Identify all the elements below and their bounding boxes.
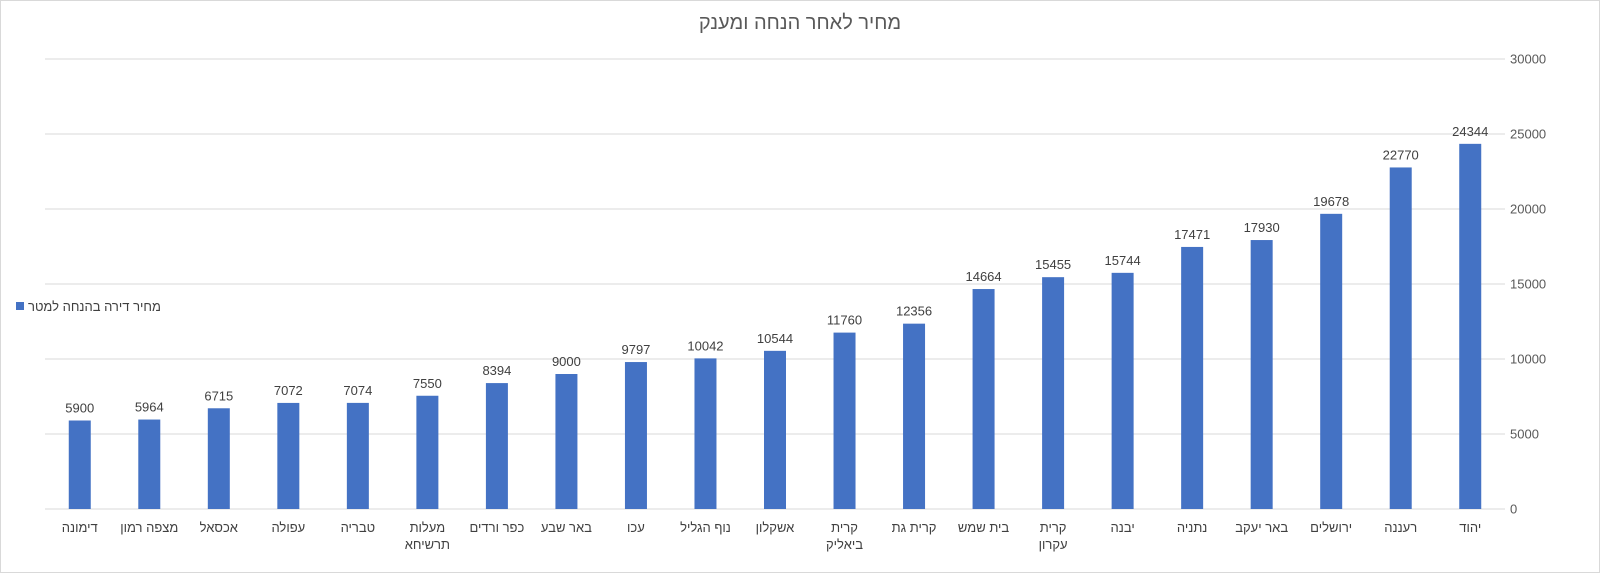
x-tick-label: באר יעקב [1235,520,1288,535]
y-tick-label: 15000 [1510,277,1546,292]
data-label: 7072 [274,383,303,398]
bar [485,383,508,509]
x-tick-label: מצפה רמון [120,520,178,535]
x-tick-label: ירושלים [1310,520,1352,535]
data-label: 5900 [65,401,94,416]
bar [833,332,856,509]
bar [1181,246,1204,509]
data-label: 10042 [687,338,723,353]
x-tick-label: כפר ורדים [470,520,525,535]
x-tick-label: טבריה [341,520,376,535]
bar [1459,143,1482,509]
bar [207,408,230,509]
bar [1111,272,1134,509]
data-label: 11760 [827,313,862,328]
data-label: 12356 [896,304,932,319]
bar [346,402,369,509]
data-label: 6715 [204,388,233,403]
data-label: 9797 [621,342,650,357]
x-tick-label: נתניה [1177,520,1207,535]
y-tick-label: 5000 [1510,427,1539,442]
data-label: 14664 [965,269,1001,284]
data-label: 7074 [343,383,372,398]
data-label: 17930 [1244,220,1280,235]
x-tick-label: קרית עקרון [1039,520,1068,552]
x-tick-label: יבנה [1111,520,1135,535]
data-label: 24344 [1452,124,1488,139]
x-tick-label: נוף הגליל [680,520,731,535]
data-label: 19678 [1313,194,1349,209]
bar [903,323,926,509]
bar [972,289,995,509]
data-label: 10544 [757,331,793,346]
x-tick-label: מעלות תרשיחא [405,520,450,552]
chart-title: מחיר לאחר הנחה ומענק [698,12,902,34]
bar [764,350,786,509]
data-label: 7550 [413,376,442,391]
x-tick-label: באר שבע [541,520,592,535]
x-tick-label: אשקלון [756,520,795,535]
bar [138,419,161,509]
bar [416,395,439,509]
bar [1250,240,1273,510]
y-tick-label: 25000 [1510,127,1546,142]
bar [555,374,578,509]
data-label: 17471 [1174,227,1210,242]
bar [1042,277,1065,509]
bar [68,420,91,509]
x-tick-label: רעננה [1384,520,1417,535]
y-tick-label: 10000 [1510,352,1546,367]
x-tick-label: יהוד [1459,520,1481,535]
x-tick-label: עכו [627,520,645,535]
x-tick-label: דימונה [62,520,98,535]
y-tick-label: 0 [1510,502,1517,517]
x-tick-label: בית שמש [958,520,1009,535]
x-tick-label: קרית גת [892,520,937,535]
bar [277,402,300,509]
bar [694,358,717,509]
y-tick-label: 30000 [1510,52,1546,67]
data-label: 8394 [482,363,511,378]
y-tick-label: 20000 [1510,202,1546,217]
legend-label: מחיר דירה בהנחה למטר [28,298,161,314]
data-label: 15455 [1035,257,1071,272]
legend-swatch [16,302,24,310]
x-tick-label: קרית ביאליק [826,520,863,552]
data-label: 22770 [1383,147,1419,162]
data-label: 5964 [135,400,164,415]
data-label: 15744 [1105,253,1141,268]
legend: מחיר דירה בהנחה למטר [16,298,161,314]
bar [624,362,647,509]
bar [1320,213,1343,509]
x-tick-label: עפולה [271,520,305,535]
x-tick-label: אכסאל [200,520,238,535]
bar [1389,167,1412,509]
data-label: 9000 [552,354,581,369]
